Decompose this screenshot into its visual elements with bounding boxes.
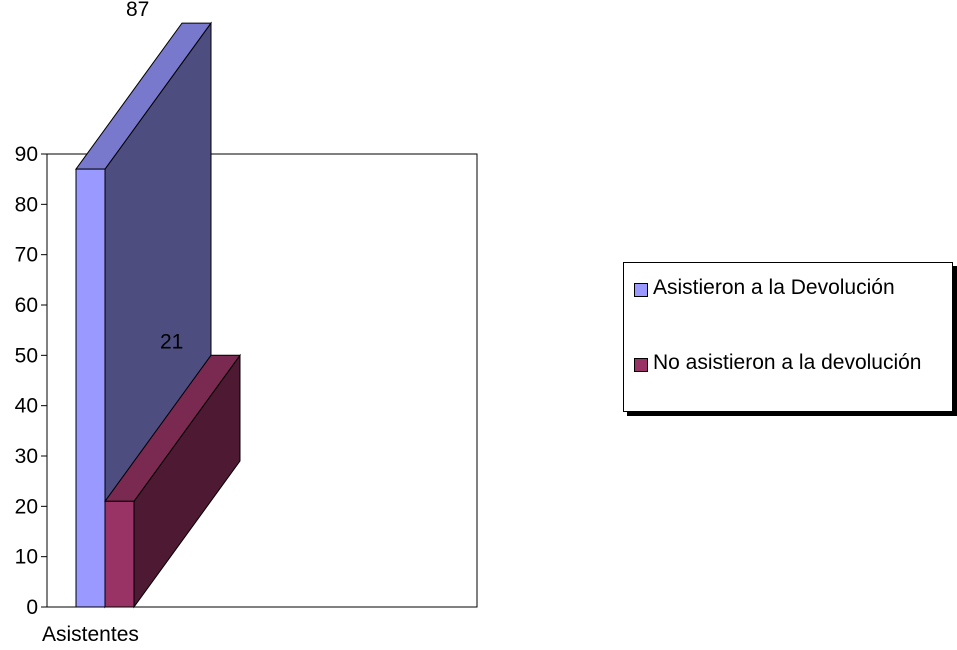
legend-item-asistieron: Asistieron a la Devolución [634,275,953,301]
y-tick-label: 50 [15,344,38,367]
y-tick-label: 60 [15,294,38,317]
y-tick-label: 80 [15,193,38,216]
y-tick-label: 40 [15,395,38,418]
legend-label-asistieron: Asistieron a la Devolución [653,276,895,299]
y-tick-label: 10 [15,546,38,569]
y-tick-label: 90 [15,143,38,166]
y-tick-label: 30 [15,445,38,468]
bar-no-asistieron-front [104,500,135,608]
legend-swatch-no-asistieron [634,358,648,372]
y-tick-label: 20 [15,495,38,518]
y-tick-label: 0 [26,596,38,619]
legend-label-no-asistieron: No asistieron a la devolución [653,351,922,374]
data-labels: 87 21 [126,0,183,353]
data-label: 21 [160,330,183,353]
bar-asistieron-front [75,168,106,608]
bar-no-asistieron [104,353,241,609]
legend-swatch-asistieron [634,283,648,297]
data-label: 87 [126,0,149,21]
legend: Asistieron a la Devolución No asistieron… [623,262,953,412]
legend-item-no-asistieron: No asistieron a la devolución [634,350,953,376]
y-axis-ticks: 0 10 20 30 40 50 60 70 80 90 [15,143,47,619]
x-category-label: Asistentes [42,623,139,646]
y-tick-label: 70 [15,244,38,267]
bars [75,21,241,609]
